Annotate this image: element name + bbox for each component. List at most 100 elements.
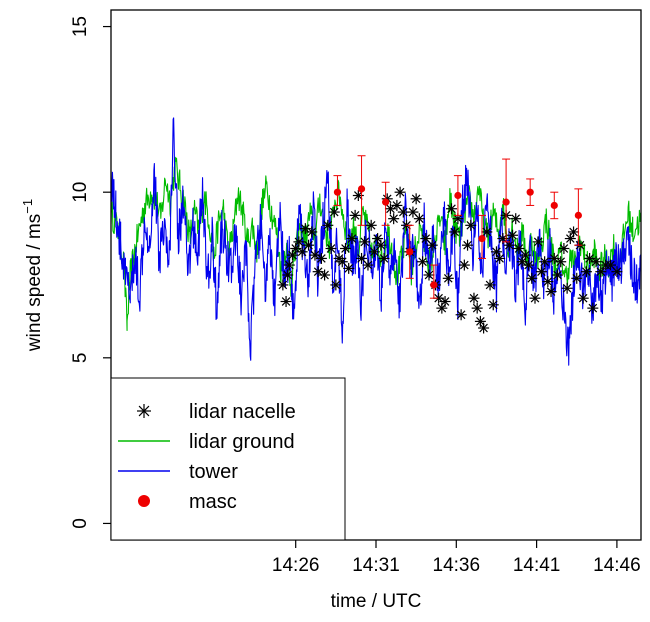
x-tick-label: 14:31 bbox=[352, 555, 400, 576]
lidar-nacelle-point bbox=[561, 282, 573, 294]
lidar-nacelle-point bbox=[339, 243, 351, 254]
x-axis-label: time / UTC bbox=[331, 591, 422, 612]
lidar-nacelle-point bbox=[523, 259, 535, 271]
lidar-nacelle-point bbox=[423, 269, 435, 281]
lidar-nacelle-point bbox=[410, 193, 422, 205]
legend-box bbox=[110, 377, 346, 541]
lidar-nacelle-point bbox=[296, 246, 308, 258]
lidar-nacelle-point bbox=[478, 322, 490, 334]
lidar-nacelle-point bbox=[293, 236, 305, 248]
lidar-nacelle-point bbox=[577, 292, 589, 304]
legend-label-tower: tower bbox=[189, 461, 238, 483]
y-axis: 0 5 10 15 bbox=[70, 16, 111, 529]
lidar-nacelle-point bbox=[551, 269, 563, 281]
masc-point bbox=[478, 214, 486, 259]
lidar-nacelle-point bbox=[306, 226, 318, 238]
asterisk-marker-icon bbox=[137, 404, 151, 418]
lidar-nacelle-point bbox=[315, 252, 327, 264]
lidar-nacelle-point bbox=[458, 259, 470, 271]
lidar-nacelle-point bbox=[510, 213, 522, 225]
lidar-nacelle-point bbox=[468, 292, 480, 304]
masc-dot bbox=[502, 198, 510, 206]
lidar-nacelle-point bbox=[413, 213, 425, 225]
lidar-nacelle-point bbox=[580, 266, 592, 278]
lidar-nacelle-point bbox=[519, 249, 531, 261]
lidar-nacelle-point bbox=[343, 262, 355, 274]
series-layer bbox=[111, 117, 641, 366]
lidar-nacelle-point bbox=[375, 239, 387, 251]
lidar-nacelle-point bbox=[494, 252, 506, 264]
y-axis-label-superscript: −1 bbox=[20, 199, 35, 214]
lidar-nacelle-point bbox=[322, 219, 334, 231]
lidar-nacelle-point bbox=[507, 229, 519, 241]
lidar-nacelle-point bbox=[529, 292, 541, 304]
lidar-nacelle-point bbox=[462, 239, 474, 251]
tower-line bbox=[111, 117, 641, 366]
y-tick-label: 5 bbox=[70, 353, 91, 364]
masc-dot bbox=[550, 201, 558, 210]
masc-dot bbox=[526, 188, 534, 196]
lidar-nacelle-point bbox=[365, 219, 377, 231]
masc-point bbox=[526, 178, 535, 206]
masc-point bbox=[381, 181, 390, 226]
y-tick-label: 15 bbox=[70, 16, 91, 37]
lidar-nacelle-point bbox=[611, 266, 623, 278]
legend-entry-tower: tower bbox=[118, 461, 238, 483]
lidar-nacelle-point bbox=[571, 272, 583, 284]
lidar-nacelle-point bbox=[474, 315, 486, 327]
lidar-nacelle-point bbox=[325, 243, 337, 254]
lidar-nacelle-point bbox=[368, 246, 380, 258]
lidar-nacelle-point bbox=[465, 219, 477, 231]
lidar-nacelle-point bbox=[388, 213, 400, 225]
lidar-nacelle-point bbox=[349, 209, 361, 221]
y-axis-label: wind speed / ms−1 bbox=[20, 199, 45, 352]
y-axis-label-main: wind speed / ms bbox=[24, 214, 45, 352]
lidar-nacelle-point bbox=[535, 266, 547, 278]
masc-point bbox=[502, 158, 511, 243]
masc-dot bbox=[478, 234, 486, 243]
x-tick-label: 14:41 bbox=[513, 555, 561, 576]
lidar-nacelle-point bbox=[449, 226, 461, 238]
lidar-nacelle-point bbox=[346, 233, 358, 245]
lidar-nacelle-point bbox=[283, 259, 295, 271]
masc-dot bbox=[430, 281, 438, 289]
lidar-nacelle-point bbox=[484, 279, 496, 291]
lidar-nacelle-point bbox=[481, 226, 493, 238]
legend: lidar nacelle lidar ground tower masc bbox=[110, 377, 346, 541]
lidar-nacelle-point bbox=[604, 259, 616, 271]
y-tick-label: 10 bbox=[70, 182, 91, 203]
masc-dot bbox=[382, 198, 390, 206]
lidar-nacelle-point bbox=[439, 296, 451, 307]
lidar-nacelle-point bbox=[417, 256, 429, 268]
lidar-nacelle-point bbox=[455, 309, 467, 321]
lidar-nacelle-point bbox=[426, 239, 438, 251]
lidar-nacelle-point bbox=[526, 272, 538, 284]
legend-label-lidar-ground: lidar ground bbox=[189, 431, 295, 453]
masc-dot bbox=[574, 211, 582, 219]
lidar-nacelle-point bbox=[328, 206, 340, 218]
lidar-nacelle-point bbox=[445, 203, 457, 215]
legend-label-masc: masc bbox=[189, 491, 237, 513]
lidar-nacelle-point bbox=[394, 186, 406, 198]
masc-point bbox=[453, 175, 462, 216]
masc-point bbox=[550, 191, 559, 220]
masc-dot bbox=[357, 185, 366, 193]
lidar-nacelle-point bbox=[433, 292, 445, 304]
lidar-nacelle-point bbox=[378, 252, 390, 264]
masc-dot bbox=[333, 188, 342, 196]
lidar-nacelle-point bbox=[359, 236, 371, 248]
red-dot-icon bbox=[138, 495, 150, 507]
masc-point bbox=[333, 175, 342, 206]
lidar-nacelle-point bbox=[277, 279, 289, 291]
x-axis: 14:26 14:31 14:36 14:41 14:46 bbox=[272, 540, 641, 576]
lidar-nacelle-point bbox=[539, 256, 551, 268]
lidar-nacelle-point bbox=[503, 239, 515, 251]
lidar-nacelle-point bbox=[555, 256, 567, 268]
masc-point bbox=[357, 155, 366, 226]
masc-dot bbox=[406, 248, 414, 256]
lidar-nacelle-point bbox=[542, 276, 554, 288]
lidar-nacelle-point bbox=[282, 269, 294, 281]
masc-point bbox=[574, 188, 583, 246]
lidar-nacelle-point bbox=[397, 206, 409, 218]
